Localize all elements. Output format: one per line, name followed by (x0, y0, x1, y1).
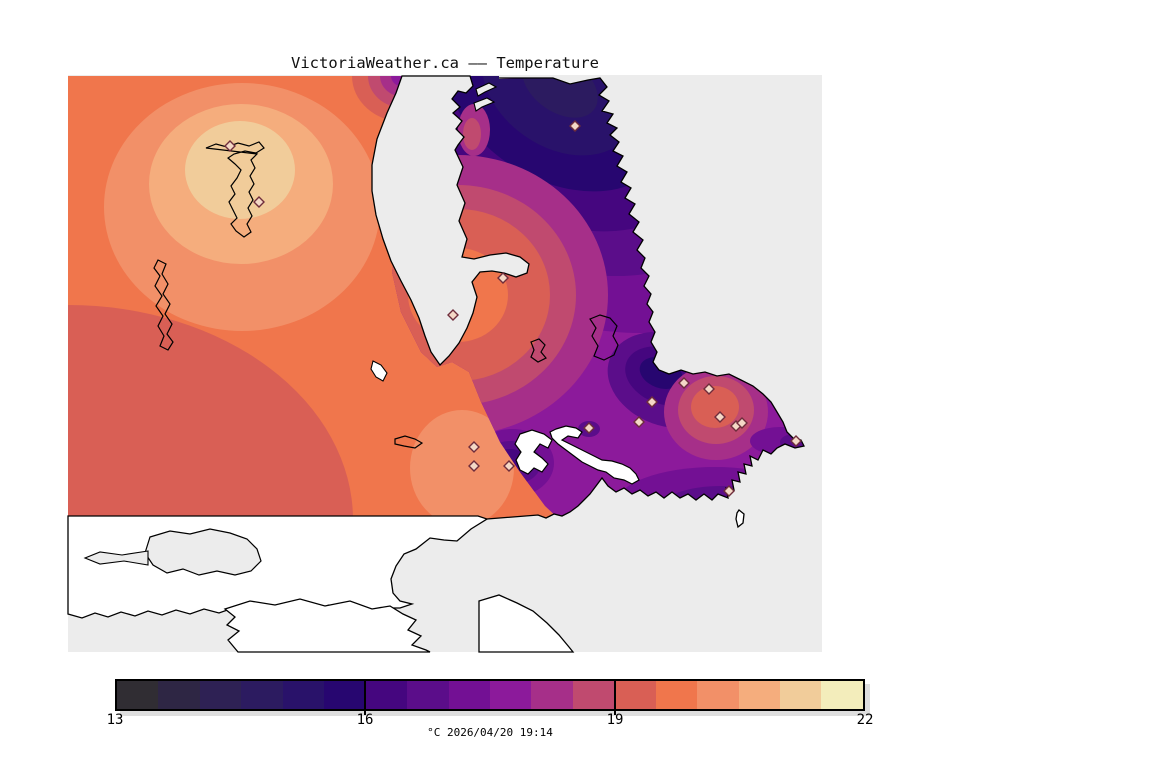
temperature-colorbar (115, 679, 865, 711)
station-marker-diamond (468, 460, 480, 472)
lake-langford (394, 435, 424, 449)
colorbar-tick (364, 679, 366, 715)
lake-shawnigan (205, 141, 265, 238)
sooke-basin-water (144, 528, 262, 576)
colorbar-segment (199, 681, 242, 709)
lake-sooke-reservoir (153, 259, 174, 351)
sooke-harbour-channel (83, 550, 149, 566)
colorbar-segment (365, 681, 408, 709)
cove-inlet (475, 82, 498, 97)
station-marker-diamond (646, 396, 658, 408)
station-marker-diamond (790, 435, 802, 447)
station-marker-diamond (447, 309, 459, 321)
colorbar-caption: °C 2026/04/20 19:14 (427, 726, 553, 739)
colorbar-segment (614, 681, 656, 709)
station-marker-diamond (703, 383, 715, 395)
colorbar-segment (158, 681, 200, 709)
station-marker-diamond (224, 140, 236, 152)
station-marker-diamond (497, 272, 509, 284)
colorbar-segment (572, 681, 615, 709)
colorbar-tick-label: 13 (106, 712, 124, 728)
colorbar-tick-label: 22 (856, 712, 874, 728)
station-markers (224, 120, 802, 497)
lakes (153, 141, 619, 449)
station-marker-diamond (253, 196, 265, 208)
lake-durrance (370, 360, 388, 382)
harbour-gorge-victoria (549, 425, 640, 485)
island-trial (735, 509, 745, 529)
colorbar-segment (780, 681, 822, 709)
colorbar-tick (614, 679, 616, 715)
colorbar-segment (448, 681, 490, 709)
lake-elk-beaver (589, 314, 619, 361)
coastline-saanich-victoria (486, 77, 805, 520)
station-marker-diamond (468, 441, 480, 453)
land-east-sooke (223, 598, 431, 653)
colorbar-segment (489, 681, 532, 709)
station-marker-diamond (736, 417, 748, 429)
colorbar-segment (241, 681, 283, 709)
station-marker-diamond (723, 485, 735, 497)
colorbar-segment (821, 681, 863, 709)
station-marker-diamond (633, 416, 645, 428)
colorbar-tick-label: 16 (356, 712, 374, 728)
harbours (514, 425, 640, 485)
land-albert-head (478, 594, 575, 653)
colorbar-segment (738, 681, 780, 709)
station-marker-diamond (583, 422, 595, 434)
page-title: VictoriaWeather.ca —— Temperature (291, 54, 599, 72)
saanich-inlet-water (371, 75, 530, 367)
station-marker-diamond (503, 460, 515, 472)
colorbar-tick-label: 19 (606, 712, 624, 728)
lake-prospect (530, 338, 547, 363)
colorbar-segment (407, 681, 449, 709)
colorbar-segment (697, 681, 739, 709)
colorbar-segment (655, 681, 698, 709)
colorbar-segment (531, 681, 573, 709)
harbour-esquimalt (514, 429, 553, 475)
station-marker-diamond (678, 377, 690, 389)
colorbar-segment (282, 681, 325, 709)
colorbar-segment (117, 681, 159, 709)
colorbar-segment (324, 681, 366, 709)
cove-inlet-2 (473, 97, 496, 112)
station-marker-diamond (714, 411, 726, 423)
station-marker-diamond (569, 120, 581, 132)
